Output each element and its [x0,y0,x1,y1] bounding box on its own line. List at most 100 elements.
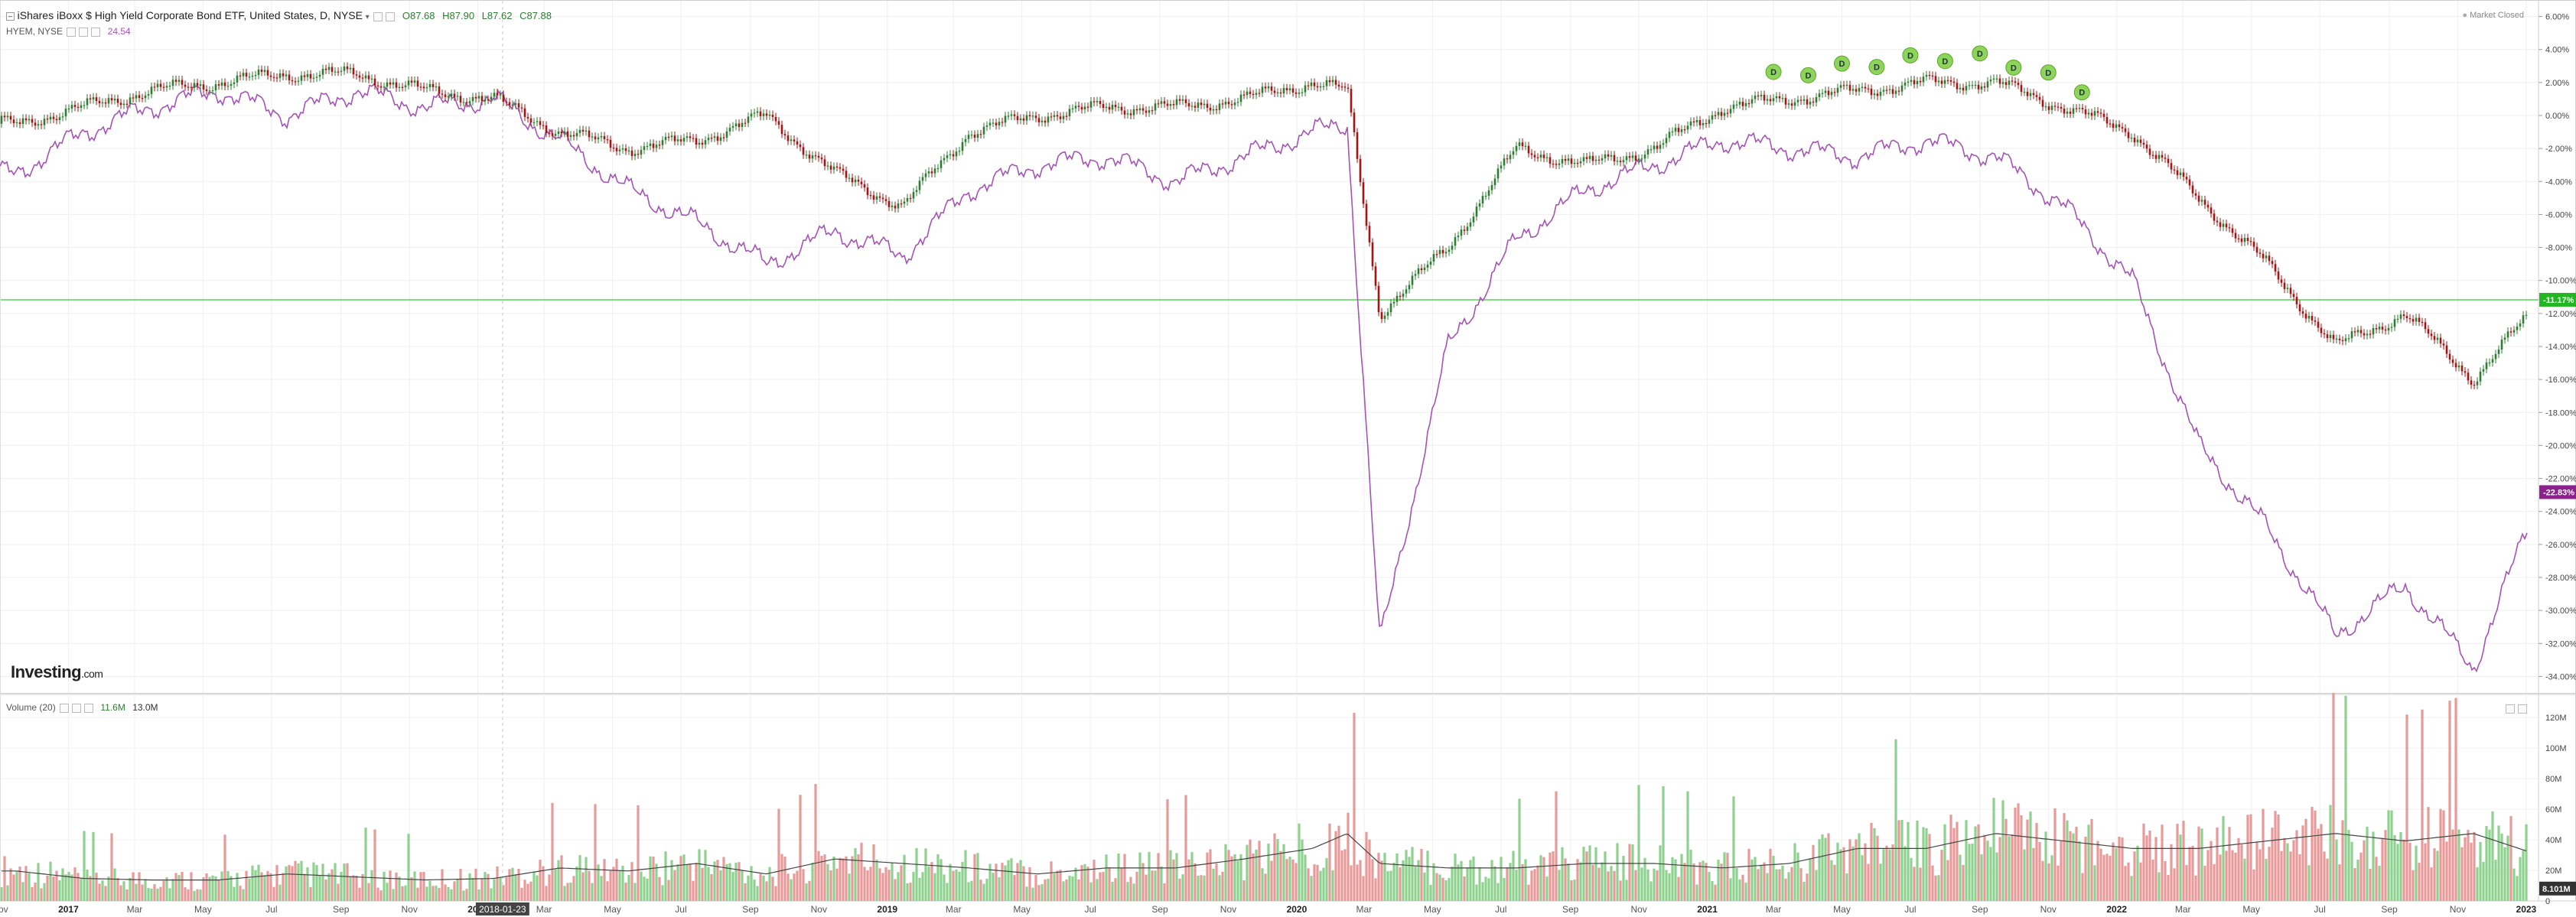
candle-body [1466,226,1469,231]
candle-body [502,94,505,102]
candle-body [61,116,64,118]
volume-bar [392,889,395,901]
candle-body [413,80,416,83]
volume-bar [1855,839,1858,901]
candle-body [2014,81,2017,83]
compare-settings-icon[interactable] [67,27,77,37]
candle-body [395,82,398,88]
candle-body [1227,101,1230,105]
volume-bar [551,802,554,901]
volume-bar [887,870,891,901]
volume-settings-icon[interactable] [60,703,70,713]
volume-bar [1218,875,1221,901]
volume-bar [967,882,970,901]
pane-maximize-icon[interactable] [2506,704,2515,714]
volume-bar [1962,865,1965,901]
volume-bar [2516,876,2519,901]
candle-body [906,197,909,202]
volume-bar [1744,883,1747,901]
volume-bar [1781,865,1784,901]
candle-body [560,131,563,134]
volume-bar [2286,843,2289,901]
volume-bar [982,883,985,901]
candle-body [866,187,869,196]
candle-body [2341,340,2344,342]
candle-body [1086,106,1089,108]
candle-body [1855,89,1858,92]
x-tick-label: 2021 [1697,904,1718,915]
candle-body [744,122,747,124]
volume-bar [21,882,24,901]
volume-bar [2344,695,2347,901]
candle-body [1255,93,1258,96]
candle-body [34,122,37,126]
volume-bar [1567,863,1570,901]
candle-body [150,86,153,95]
collapse-icon[interactable]: – [6,12,15,21]
x-tick-label: 2020 [1287,904,1308,915]
candle-body [2353,331,2356,333]
volume-bar [1270,860,1273,901]
candle-body [1640,158,1643,160]
candle-body [1539,154,1542,158]
candle-body [355,74,358,76]
volume-bar [1389,870,1392,901]
candle-body [1316,86,1319,88]
candle-body [58,117,61,121]
compare-remove-icon[interactable] [91,27,101,37]
volume-bar [484,872,487,901]
x-tick-label: 2019 [877,904,897,915]
candle-body [517,103,520,108]
candle-body [1206,103,1209,108]
settings-icon[interactable] [373,11,383,21]
volume-bar [2262,808,2265,901]
x-tick-label: Jul [2314,904,2325,915]
volume-bar [278,884,282,901]
volume-bar [1123,854,1126,901]
volume-bar [1279,850,1282,901]
candle-body [490,96,493,100]
candle-body [1778,96,1781,99]
volume-bar [1319,870,1322,901]
candle-body [1665,138,1668,144]
volume-bar [1019,860,1022,901]
compare-hide-icon[interactable] [79,27,89,37]
candle-body [18,122,21,125]
volume-bar [536,875,539,901]
volume-bar [2115,847,2118,901]
volume-bar [1662,785,1665,901]
pane-close-icon[interactable] [2518,704,2527,714]
volume-remove-icon[interactable] [84,703,94,713]
volume-bar [1013,875,1016,901]
volume-bar [285,866,288,901]
candle-body [2210,207,2213,214]
volume-bar [379,890,383,901]
candle-body [419,86,422,88]
hide-icon[interactable] [386,11,396,21]
candle-body [1787,103,1790,105]
volume-bar [367,883,370,901]
candle-body [83,105,86,106]
candle-body [1282,88,1285,94]
x-tick-label: Nov [401,904,417,915]
candle-body [1992,78,1995,80]
volume-bar [9,868,12,901]
candle-body [389,82,392,85]
candle-body [1613,154,1616,161]
volume-bar [2506,835,2509,901]
candle-body [1383,315,1386,319]
x-tick-label: Jul [265,904,277,915]
volume-bar [1956,821,1959,901]
volume-bar [2167,874,2170,901]
volume-bar [704,850,707,901]
volume-bar [1187,859,1190,901]
chevron-down-icon[interactable]: ▾ [365,13,370,21]
candle-body [854,179,857,183]
volume-bar [1487,878,1490,901]
volume-bar [61,868,64,901]
volume-hide-icon[interactable] [72,703,82,713]
candle-body [881,197,884,200]
volume-bar [1203,875,1206,901]
volume-bar [1007,860,1010,901]
